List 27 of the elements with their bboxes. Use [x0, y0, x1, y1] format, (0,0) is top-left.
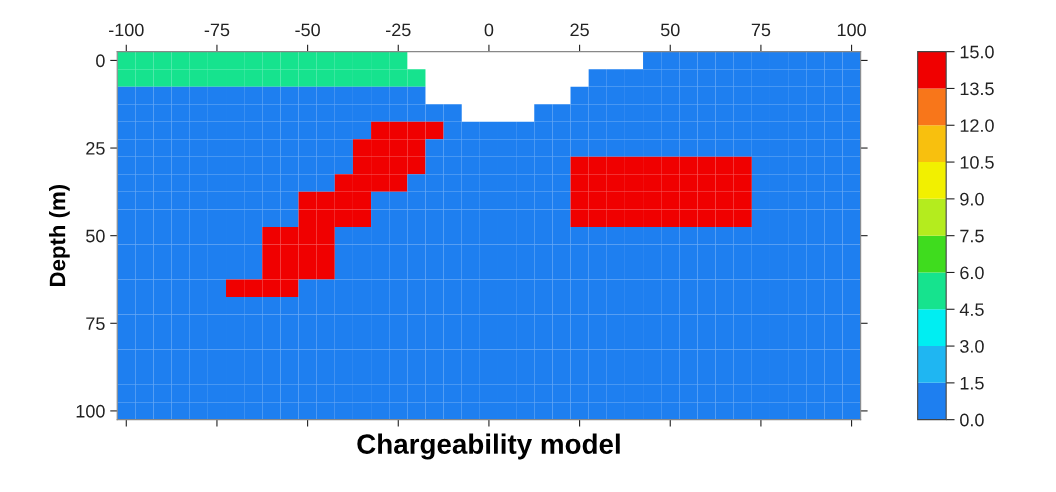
x-tick-label: -100: [109, 23, 144, 37]
y-tick-label: 75: [86, 317, 105, 331]
x-tick-label: 25: [570, 23, 589, 37]
color-bar-label: 7.5: [960, 229, 984, 243]
color-bar-label: 9.0: [960, 192, 984, 206]
color-bar-label: 0.0: [960, 413, 984, 427]
y-tick-label: 100: [76, 404, 105, 418]
x-tick-label: 75: [751, 23, 771, 37]
y-tick-label: 25: [86, 141, 105, 155]
x-tick-label: 100: [837, 23, 866, 37]
color-bar-label: 1.5: [960, 377, 984, 390]
x-tick-label: 0: [484, 23, 494, 37]
color-bar-label: 15.0: [960, 45, 994, 59]
x-tick-label: -50: [295, 23, 320, 37]
color-bar-label: 6.0: [960, 266, 984, 280]
color-bar-label: 13.5: [960, 82, 994, 96]
y-tick-label: 0: [96, 54, 105, 68]
color-bar-label: 4.5: [959, 303, 984, 316]
x-tick-label: -75: [204, 23, 230, 37]
color-bar-label: 3.0: [960, 340, 984, 353]
y-axis-title: Depth (m): [49, 184, 70, 287]
x-tick-label: 50: [660, 23, 680, 37]
x-tick-label: -25: [386, 23, 411, 37]
color-bar-label: 10.5: [960, 156, 994, 169]
color-bar-label: 12.0: [960, 119, 994, 132]
y-tick-label: 50: [86, 229, 105, 243]
x-axis-title: Chargeability model: [357, 433, 620, 460]
